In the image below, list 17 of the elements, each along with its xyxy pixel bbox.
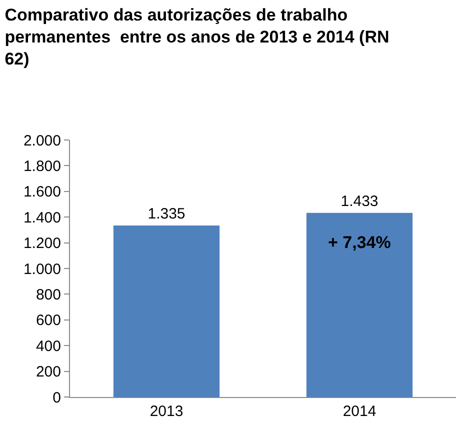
y-tick-label: 1.800	[23, 158, 61, 175]
y-tick-label: 400	[36, 338, 61, 355]
y-tick-label: 200	[36, 364, 61, 381]
y-tick-label: 1.000	[23, 260, 61, 278]
chart-title: Comparativo das autorizações de trabalho permanentes entre os anos de 2013 e 2014 (RN 62)	[4, 5, 390, 69]
y-tick-label: 1.600	[23, 184, 61, 201]
y-tick-label: 1.400	[23, 209, 61, 226]
data-label: 1.433	[340, 192, 378, 210]
annotation: + 7,34%	[328, 233, 391, 252]
x-tick-label: 2014	[342, 403, 376, 420]
y-tick-label: 0	[52, 389, 61, 406]
data-label: 1.335	[148, 205, 186, 222]
y-tick-label: 1.200	[23, 235, 61, 252]
y-tick-label: 800	[36, 286, 61, 304]
x-tick-label: 2013	[150, 403, 184, 420]
y-tick-label: 2.000	[23, 132, 61, 150]
y-tick-label: 600	[36, 312, 61, 330]
